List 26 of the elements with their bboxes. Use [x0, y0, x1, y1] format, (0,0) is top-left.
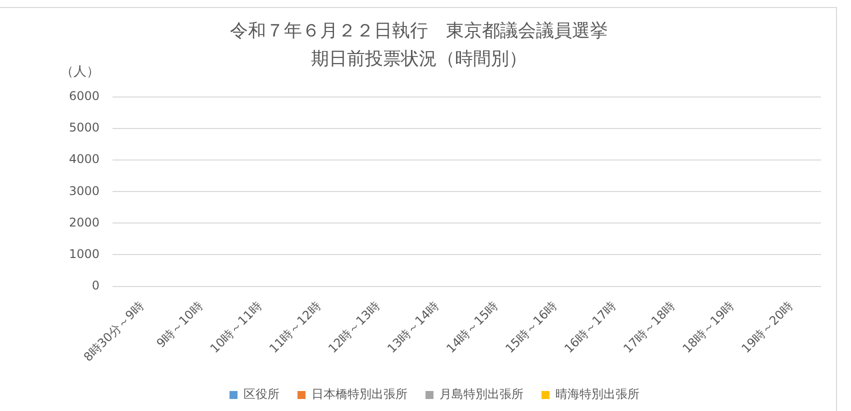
- x-tick-label: 18時～19時: [680, 298, 737, 356]
- y-tick-label: 0: [92, 278, 100, 292]
- chart-subtitle: 期日前投票状況（時間別）: [311, 48, 527, 70]
- x-tick-label: 15時～16時: [502, 298, 560, 356]
- y-tick-label: 4000: [68, 152, 100, 166]
- y-tick-label: 3000: [68, 184, 100, 198]
- x-tick-label: 14時～15時: [444, 298, 501, 356]
- y-tick-label: 1000: [68, 246, 100, 261]
- legend-label: 月島特別出張所: [440, 387, 524, 402]
- y-tick-label: 6000: [68, 89, 100, 104]
- x-tick-label: 11時～12時: [266, 298, 324, 356]
- x-tick-label: 10時～11時: [208, 298, 264, 356]
- x-tick-label: 12時～13時: [326, 298, 383, 356]
- chart-title: 令和７年６月２２日執行 東京都議会議員選挙: [230, 20, 608, 42]
- x-tick-label: 17時～18時: [620, 298, 678, 356]
- x-tick-label: 9時～10時: [154, 298, 206, 350]
- y-axis-title: （人）: [60, 64, 100, 80]
- legend-label: 区役所: [244, 387, 280, 402]
- legend-label: 日本橋特別出張所: [312, 387, 408, 402]
- x-tick-label: 16時～17時: [562, 298, 619, 356]
- x-tick-label: 8時30分～9時: [80, 298, 146, 364]
- x-tick-label: 19時～20時: [738, 298, 796, 356]
- legend-label: 晴海特別出張所: [556, 387, 640, 402]
- y-tick-label: 2000: [68, 215, 100, 230]
- x-tick-label: 13時～14時: [384, 298, 442, 356]
- y-tick-label: 5000: [68, 120, 100, 135]
